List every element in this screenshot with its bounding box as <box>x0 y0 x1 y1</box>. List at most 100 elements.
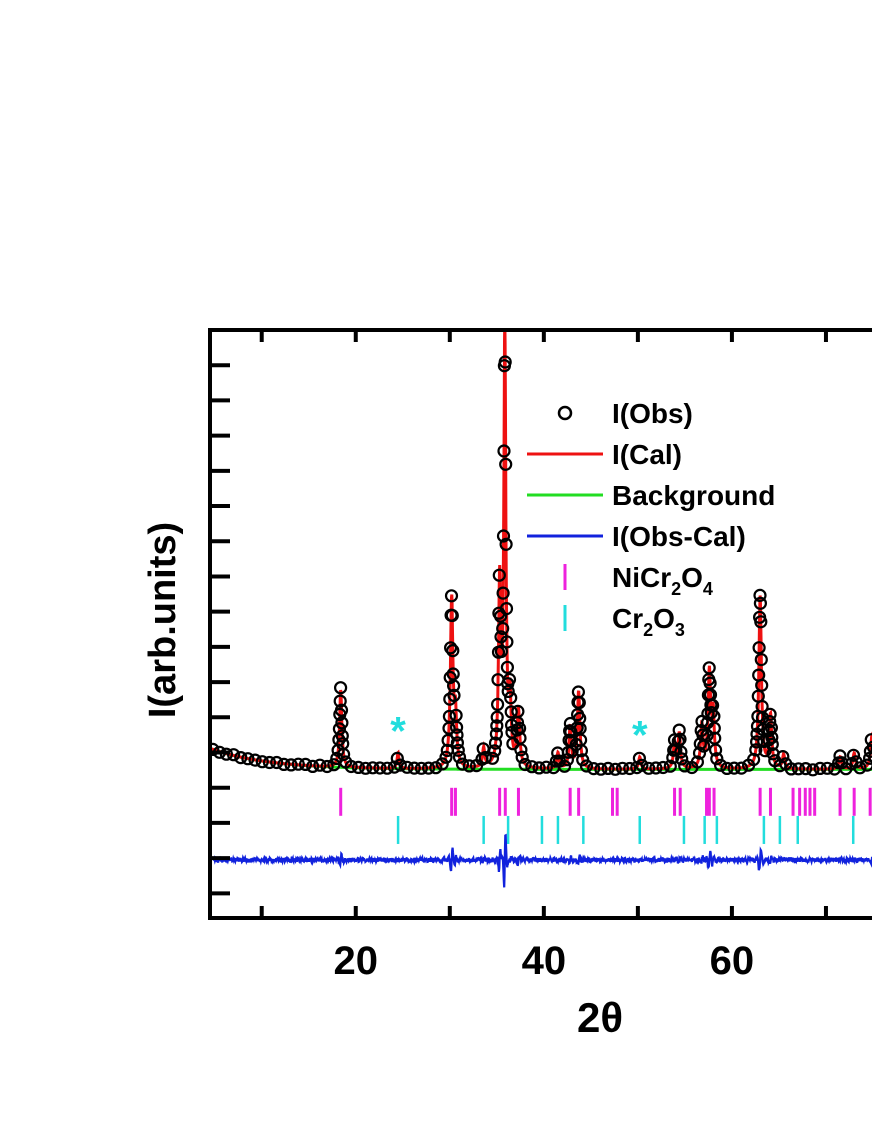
observed-point <box>333 694 347 708</box>
observed-point <box>334 703 349 717</box>
observed-point <box>587 761 601 776</box>
observed-point <box>866 740 872 754</box>
x-tick-label: 40 <box>522 939 567 983</box>
calculated-line <box>210 330 872 771</box>
cr2o3-reflection-ticks <box>396 815 855 844</box>
observed-point <box>753 588 767 603</box>
observed-point <box>490 710 504 724</box>
observed-point <box>700 728 714 743</box>
observed-point <box>572 695 586 710</box>
observed-point <box>574 744 589 758</box>
observed-point <box>764 721 779 735</box>
difference-layer <box>212 833 872 888</box>
observed-point <box>390 751 404 766</box>
observed-point <box>791 762 806 776</box>
observed-point <box>414 761 428 775</box>
observed-point <box>499 537 513 551</box>
observed-point <box>734 761 749 775</box>
observed-point <box>754 615 768 629</box>
observed-point <box>752 641 766 655</box>
observed-point <box>450 736 464 750</box>
observed-point <box>632 751 647 765</box>
observed-point <box>615 761 630 775</box>
impurity-star: * <box>632 714 648 758</box>
observed-point <box>499 457 513 471</box>
observed-point <box>488 744 502 758</box>
observed-point <box>776 749 790 764</box>
nicr2o4-reflection-ticks <box>339 787 872 816</box>
observed-point <box>496 586 510 600</box>
legend-label: Cr2O3 <box>612 603 685 640</box>
observed-point <box>702 661 716 675</box>
observed-point <box>400 760 414 774</box>
observed-point <box>663 759 677 773</box>
observed-point <box>846 748 861 762</box>
observed-point <box>344 759 358 774</box>
observed-point <box>860 758 872 772</box>
observed-point <box>335 729 349 743</box>
observed-point <box>373 761 387 775</box>
observed-point <box>512 721 527 736</box>
observed-point <box>500 635 514 649</box>
observed-point <box>515 750 529 764</box>
observed-point <box>407 761 421 775</box>
observed-point <box>298 757 313 772</box>
observed-point <box>755 678 769 692</box>
observed-point <box>491 697 505 712</box>
observed-point <box>713 758 728 772</box>
observed-point <box>497 444 511 458</box>
observed-point <box>270 755 284 770</box>
observed-point <box>864 733 872 747</box>
observed-point <box>806 763 820 777</box>
impurity-star: * <box>390 709 406 753</box>
x-axis-label: 2θ <box>577 994 623 1041</box>
legend-label: I(Obs) <box>612 398 693 429</box>
observed-point <box>504 705 518 719</box>
observed-point <box>447 679 461 693</box>
x-tick-label: 60 <box>710 939 755 983</box>
observed-point <box>499 601 514 616</box>
observed-point <box>868 750 872 763</box>
legend: I(Obs) I(Cal) Background I(Obs-Cal) NiCr2O4 C… <box>527 398 775 640</box>
observed-point <box>387 760 401 774</box>
observed-point <box>690 755 705 769</box>
legend-label: Background <box>612 480 775 511</box>
observed-point <box>494 644 508 659</box>
observed-point <box>210 742 220 756</box>
observed-point <box>833 749 847 763</box>
observed-point <box>227 748 241 762</box>
observed-point <box>623 761 637 776</box>
observed-point <box>351 760 365 775</box>
observed-point <box>455 757 470 771</box>
legend-item: Cr2O3 <box>563 603 685 640</box>
observed-point <box>334 681 348 695</box>
observed-point <box>753 596 768 610</box>
observed-point <box>727 761 741 775</box>
observed-point <box>525 760 539 774</box>
observed-point <box>672 723 686 737</box>
observed-point <box>327 758 341 772</box>
observed-point <box>444 641 458 655</box>
difference-line <box>212 833 872 888</box>
observed-point <box>422 761 436 775</box>
observed-point <box>539 760 553 774</box>
observed-point <box>446 643 460 658</box>
observed-point <box>601 761 615 776</box>
observed-point <box>452 750 467 764</box>
observed-point <box>429 761 443 775</box>
observed-point <box>444 589 459 603</box>
observed-point <box>500 660 514 674</box>
observed-point <box>277 757 291 772</box>
observed-points-layer <box>210 355 872 777</box>
observed-point <box>435 757 449 771</box>
plot-area: * * <box>210 330 872 888</box>
observed-point <box>313 758 327 772</box>
observed-point <box>673 732 687 746</box>
axes: 20 40 60 <box>208 328 872 983</box>
legend-item: Background <box>527 480 775 511</box>
observed-point <box>450 728 464 742</box>
observed-point <box>608 762 622 776</box>
observed-point <box>442 709 456 724</box>
observed-point <box>366 761 380 775</box>
